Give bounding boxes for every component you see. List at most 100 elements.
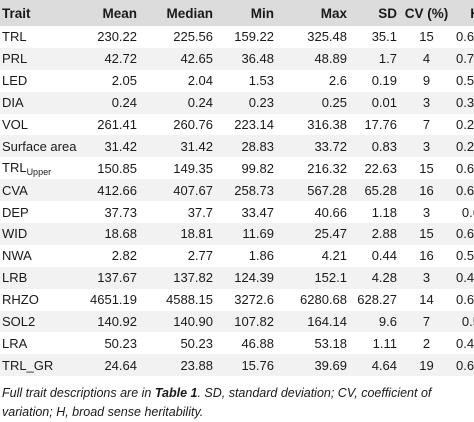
cell-min: 28.83 — [241, 138, 274, 154]
cell-sd: 628.27 — [357, 292, 397, 308]
cell-min: 3272.6 — [234, 292, 274, 308]
table-row: LRA 50.23 50.23 46.88 53.18 1.11 2 0.45 — [0, 332, 474, 354]
cell-max: 216.32 — [307, 160, 347, 176]
cell-mean: 137.67 — [97, 270, 137, 286]
cell-h: 0.74 — [456, 51, 474, 67]
cell-sd: 0.01 — [371, 95, 397, 111]
cell-max: 0.25 — [321, 95, 347, 111]
cell-cv: 3 — [422, 204, 431, 220]
cell-trait: LRA — [0, 332, 80, 354]
table-row: DEP 37.73 37.7 33.47 40.66 1.18 3 0.6 — [0, 201, 474, 223]
cell-sd: 4.28 — [371, 270, 397, 286]
cell-sd: 9.6 — [378, 314, 397, 330]
trait-name: RHZO — [2, 292, 39, 308]
trait-name: VOL — [2, 117, 29, 132]
table-row: DIA 0.24 0.24 0.23 0.25 0.01 3 0.31 — [0, 91, 474, 114]
table-row: LED 2.05 2.04 1.53 2.6 0.19 9 0.51 — [0, 70, 474, 92]
cell-trait: CVA — [0, 179, 80, 201]
cell-min: 46.88 — [241, 335, 274, 351]
cell-sd: 1.7 — [378, 51, 397, 67]
cell-min: 15.76 — [241, 357, 274, 373]
trait-name: PRL — [2, 51, 28, 67]
cell-h: 0.5 — [461, 314, 474, 330]
cell-median: 18.81 — [180, 226, 213, 242]
cell-median: 23.88 — [180, 357, 213, 373]
cell-max: 325.48 — [307, 29, 347, 45]
header-cv: CV (%) — [404, 5, 449, 21]
header-min: Min — [250, 5, 274, 21]
cell-mean: 140.92 — [97, 314, 137, 330]
cell-sd: 0.83 — [371, 138, 397, 154]
cell-mean: 0.24 — [111, 95, 137, 111]
trait-name: LED — [2, 73, 28, 89]
cell-mean: 150.85 — [97, 160, 137, 176]
trait-name: LRB — [2, 270, 28, 286]
cell-median: 137.82 — [173, 270, 213, 286]
cell-h: 0.64 — [456, 160, 474, 176]
statistics-table-container: Trait Mean Median Min Max SD CV (%) H TR… — [0, 0, 474, 377]
cell-min: 99.82 — [241, 160, 274, 176]
cell-mean: 18.68 — [104, 226, 137, 242]
cell-sd: 0.19 — [371, 73, 397, 89]
table-row: RHZO 4651.19 4588.15 3272.6 6280.68 628.27 14 0… — [0, 289, 474, 311]
trait-name: DIA — [2, 95, 24, 111]
cell-min: 124.39 — [234, 270, 274, 286]
cell-mean: 24.64 — [104, 357, 137, 373]
cell-mean: 2.82 — [111, 248, 137, 264]
cell-max: 33.72 — [314, 138, 347, 154]
cell-max: 48.89 — [314, 51, 347, 67]
trait-name: TRL_GR — [2, 357, 54, 373]
trait-name: CVA — [2, 182, 28, 198]
cell-min: 36.48 — [241, 51, 274, 67]
cell-trait: LRB — [0, 267, 80, 289]
cell-sd: 35.1 — [371, 29, 397, 45]
footnote-suffix: . SD, standard deviation; CV, coefficien… — [2, 386, 432, 419]
table-row: TRL_GR 24.64 23.88 15.76 39.69 4.64 19 0.68 — [0, 354, 474, 377]
cell-h: 0.6 — [461, 204, 474, 220]
cell-min: 107.82 — [234, 314, 274, 330]
cell-h: 0.29 — [456, 117, 474, 132]
cell-trait: SOL2 — [0, 311, 80, 333]
trait-name: NWA — [2, 248, 32, 264]
table-body: TRL 230.22 225.56 159.22 325.48 35.1 15 0.66 PRL… — [0, 26, 474, 377]
cell-sd: 65.28 — [364, 182, 397, 198]
cell-trait: RHZO — [0, 289, 80, 311]
cell-cv: 14 — [419, 292, 434, 308]
cell-median: 31.42 — [180, 138, 213, 154]
cell-mean: 412.66 — [97, 182, 137, 198]
cell-median: 42.65 — [180, 51, 213, 67]
cell-trait: Surface area — [0, 135, 80, 157]
cell-max: 25.47 — [314, 226, 347, 242]
cell-max: 164.14 — [307, 314, 347, 330]
cell-median: 4588.15 — [166, 292, 213, 308]
cell-cv: 16 — [419, 182, 434, 198]
cell-trait: DEP — [0, 201, 80, 223]
cell-cv: 15 — [419, 226, 434, 242]
cell-cv: 3 — [422, 95, 431, 111]
cell-min: 159.22 — [234, 29, 274, 45]
header-median: Median — [166, 5, 213, 21]
table-row: LRB 137.67 137.82 124.39 152.1 4.28 3 0.45 — [0, 266, 474, 289]
cell-h: 0.69 — [456, 292, 474, 308]
cell-h: 0.66 — [456, 29, 474, 45]
cell-cv: 19 — [419, 357, 434, 373]
cell-median: 260.76 — [173, 117, 213, 132]
trait-name: Surface area — [2, 138, 77, 154]
cell-cv: 15 — [419, 29, 434, 45]
cell-h: 0.45 — [456, 270, 474, 286]
table-row: TRLUpper 150.85 149.35 99.82 216.32 22.63 15 0.… — [0, 157, 474, 179]
cell-cv: 7 — [422, 117, 431, 132]
cell-h: 0.24 — [456, 138, 474, 154]
header-trait: Trait — [2, 5, 31, 21]
table-row: WID 18.68 18.81 11.69 25.47 2.88 15 0.62 — [0, 223, 474, 245]
cell-mean: 4651.19 — [90, 292, 137, 308]
table-row: NWA 2.82 2.77 1.86 4.21 0.44 16 0.52 — [0, 245, 474, 267]
table-row: PRL 42.72 42.65 36.48 48.89 1.7 4 0.74 — [0, 47, 474, 70]
cell-median: 37.7 — [187, 204, 213, 220]
cell-sd: 1.11 — [372, 335, 397, 351]
trait-name: LRA — [2, 335, 28, 351]
cell-min: 1.86 — [248, 248, 274, 264]
trait-name: DEP — [2, 204, 29, 220]
cell-h: 0.52 — [456, 248, 474, 264]
cell-mean: 31.42 — [104, 138, 137, 154]
